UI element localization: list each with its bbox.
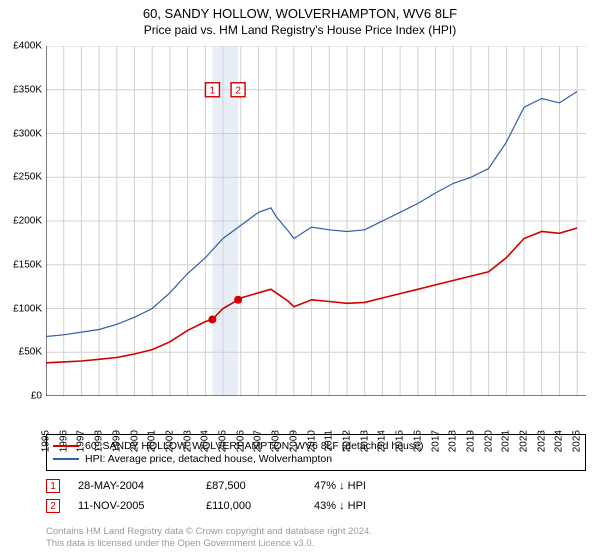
plot-area: 12: [46, 46, 586, 396]
sale-point-2: [234, 296, 242, 304]
transaction-price: £87,500: [206, 480, 296, 492]
y-tick-label: £400K: [13, 41, 42, 52]
y-tick-label: £0: [31, 391, 42, 402]
x-axis-labels: 1995199619971998199920002001200220032004…: [46, 398, 586, 438]
plot-svg: 12: [46, 46, 586, 396]
transaction-date: 11-NOV-2005: [78, 500, 188, 512]
transaction-delta: 43% ↓ HPI: [314, 500, 434, 512]
chart-container: 60, SANDY HOLLOW, WOLVERHAMPTON, WV6 8LF…: [0, 0, 600, 560]
transaction-row: 1 28-MAY-2004 £87,500 47% ↓ HPI: [46, 476, 586, 496]
legend-box: 60, SANDY HOLLOW, WOLVERHAMPTON, WV6 8LF…: [46, 434, 586, 471]
legend-swatch: [53, 445, 79, 447]
sale-label-text-1: 1: [210, 85, 216, 96]
legend-label: 60, SANDY HOLLOW, WOLVERHAMPTON, WV6 8LF…: [85, 440, 423, 452]
transaction-marker: 1: [46, 479, 60, 493]
chart-title: 60, SANDY HOLLOW, WOLVERHAMPTON, WV6 8LF: [0, 6, 600, 21]
legend-row: 60, SANDY HOLLOW, WOLVERHAMPTON, WV6 8LF…: [53, 440, 579, 452]
transactions-table: 1 28-MAY-2004 £87,500 47% ↓ HPI 2 11-NOV-2005…: [46, 476, 586, 516]
sale-point-1: [208, 315, 216, 323]
footer-line-1: Contains HM Land Registry data © Crown c…: [46, 526, 586, 538]
transaction-row: 2 11-NOV-2005 £110,000 43% ↓ HPI: [46, 496, 586, 516]
y-tick-label: £150K: [13, 259, 42, 270]
y-tick-label: £350K: [13, 84, 42, 95]
y-axis-labels: £0£50K£100K£150K£200K£250K£300K£350K£400…: [0, 46, 44, 396]
y-tick-label: £250K: [13, 172, 42, 183]
y-tick-label: £300K: [13, 128, 42, 139]
footer-attribution: Contains HM Land Registry data © Crown c…: [46, 526, 586, 550]
transaction-delta: 47% ↓ HPI: [314, 480, 434, 492]
transaction-marker: 2: [46, 499, 60, 513]
transaction-price: £110,000: [206, 500, 296, 512]
legend-swatch: [53, 458, 79, 460]
y-tick-label: £200K: [13, 216, 42, 227]
legend-label: HPI: Average price, detached house, Wolv…: [85, 453, 332, 465]
transaction-date: 28-MAY-2004: [78, 480, 188, 492]
sale-label-text-2: 2: [235, 85, 241, 96]
chart-subtitle: Price paid vs. HM Land Registry's House …: [0, 23, 600, 37]
y-tick-label: £50K: [19, 347, 42, 358]
y-tick-label: £100K: [13, 303, 42, 314]
title-block: 60, SANDY HOLLOW, WOLVERHAMPTON, WV6 8LF…: [0, 0, 600, 37]
footer-line-2: This data is licensed under the Open Gov…: [46, 538, 586, 550]
legend-row: HPI: Average price, detached house, Wolv…: [53, 453, 579, 465]
